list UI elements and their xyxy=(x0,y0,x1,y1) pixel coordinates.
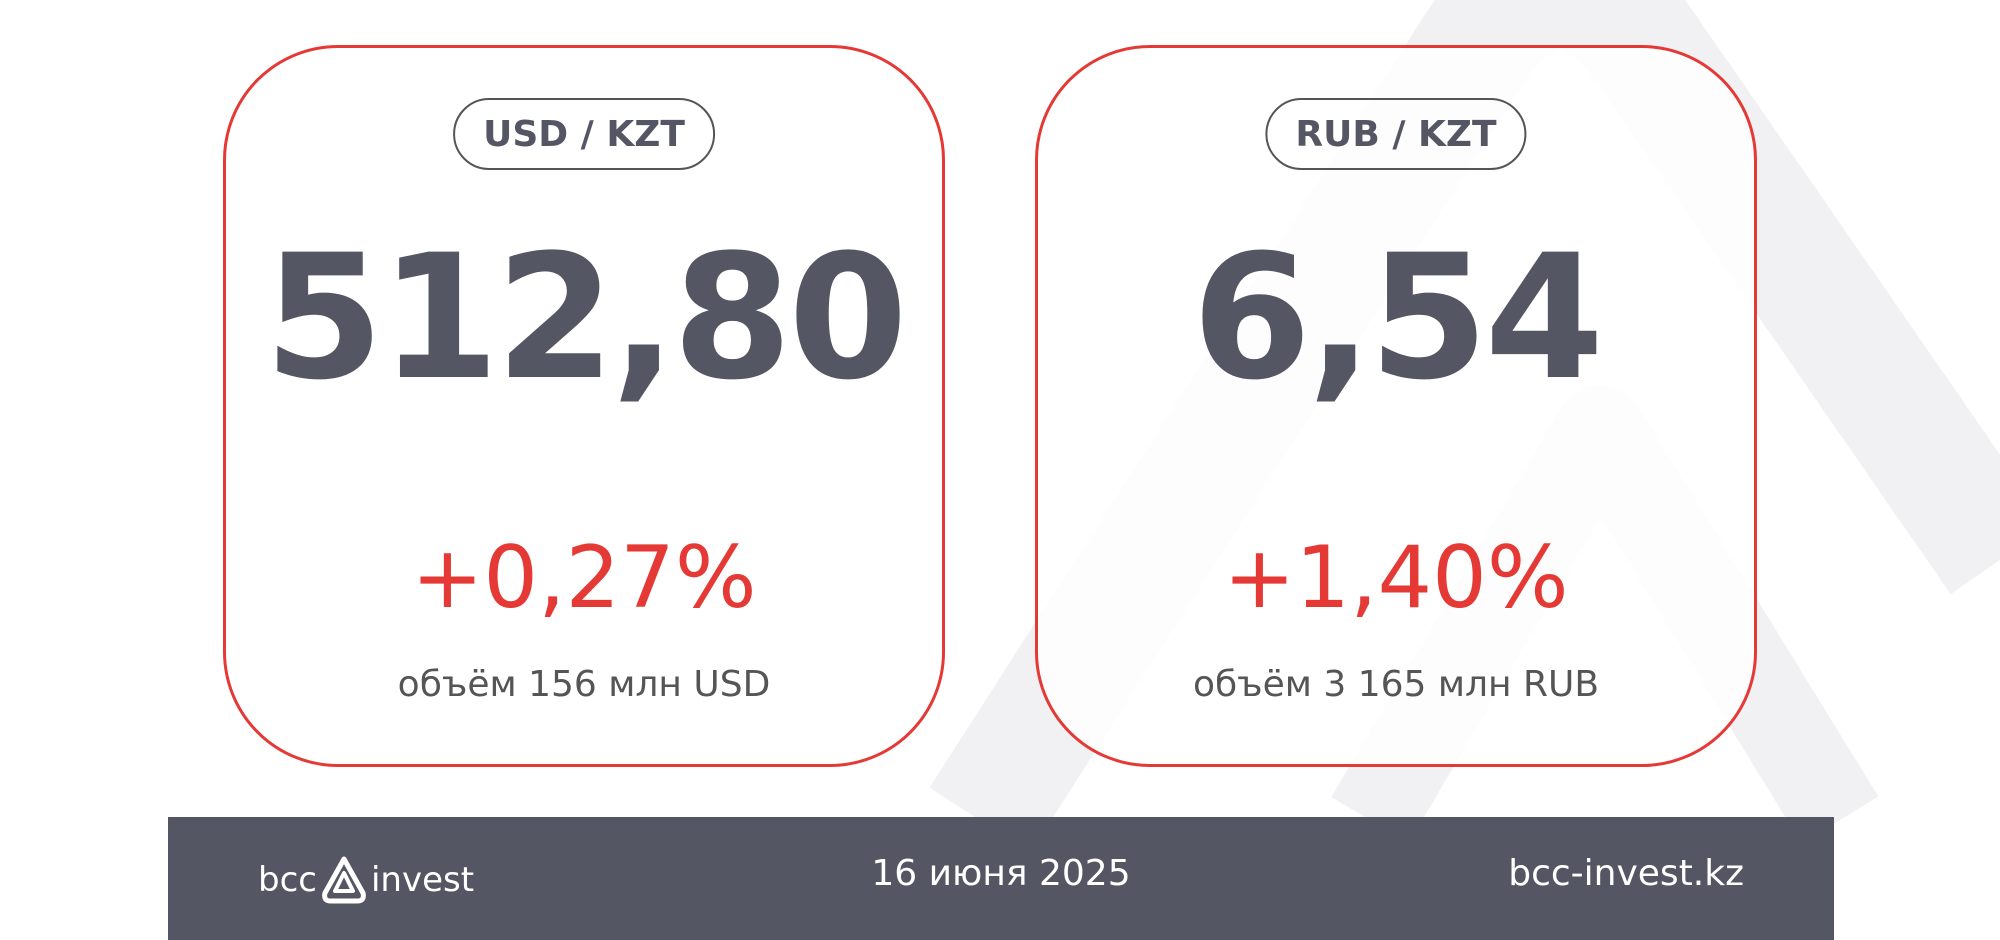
rate-change: +0,27% xyxy=(411,528,757,628)
logo-triangle-icon xyxy=(322,856,366,904)
currency-pair-badge: RUB / KZT xyxy=(1265,98,1527,170)
usd-kzt-card: USD / KZT 512,80 +0,27% объём 156 млн US… xyxy=(223,45,945,767)
logo-text-right: invest xyxy=(370,860,475,900)
footer: bcc invest 16 июня 2025 bcc-invest.kz xyxy=(168,817,1834,940)
trading-volume: объём 3 165 млн RUB xyxy=(1192,664,1600,705)
logo-text-left: bcc xyxy=(258,860,317,900)
report-date: 16 июня 2025 xyxy=(871,853,1131,894)
website-link[interactable]: bcc-invest.kz xyxy=(1508,853,1744,894)
trading-volume: объём 156 млн USD xyxy=(397,664,771,705)
exchange-rate: 512,80 xyxy=(264,217,908,418)
bcc-invest-logo: bcc invest xyxy=(258,855,474,905)
rate-change: +1,40% xyxy=(1223,528,1569,628)
exchange-rate: 6,54 xyxy=(1191,217,1604,418)
rub-kzt-card: RUB / KZT 6,54 +1,40% объём 3 165 млн RU… xyxy=(1035,45,1757,767)
currency-pair-badge: USD / KZT xyxy=(453,98,715,170)
